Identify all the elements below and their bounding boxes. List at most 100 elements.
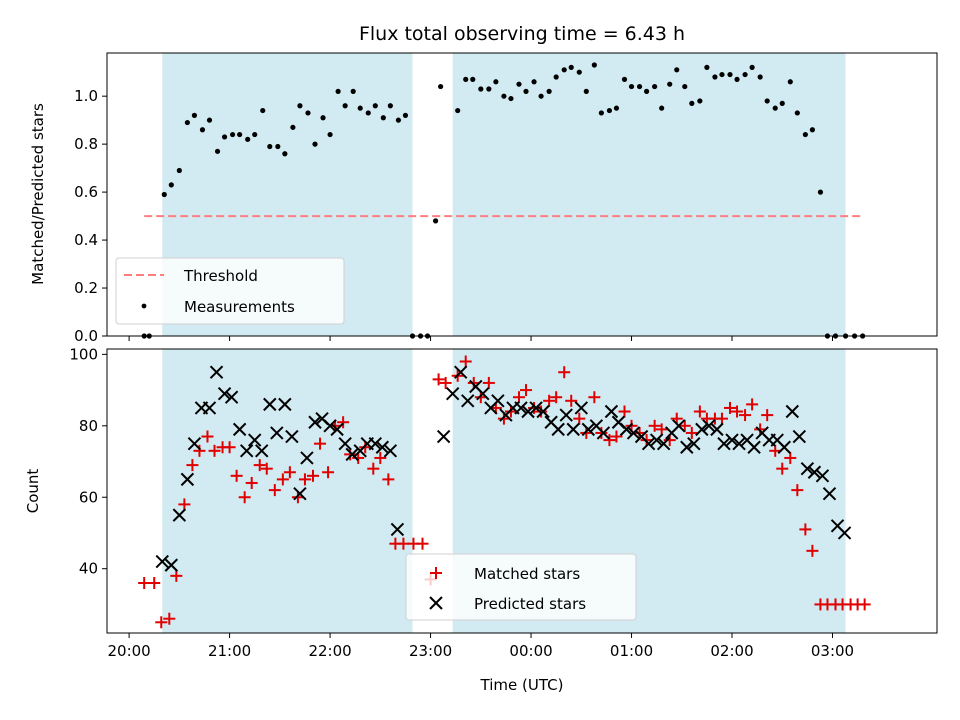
y-tick-label: 60	[79, 488, 98, 506]
matched-stars-point	[193, 444, 206, 457]
measurement-point	[712, 74, 718, 80]
predicted-stars-stroke	[687, 436, 701, 451]
x-tick-label: 03:00	[811, 642, 854, 660]
matched-stars-point	[201, 430, 214, 443]
measurement-point	[214, 148, 221, 154]
x-tick-label: 02:00	[710, 642, 753, 660]
measurement-point	[501, 93, 507, 99]
measurement-point	[486, 86, 492, 92]
predicted-stars-stroke	[770, 433, 784, 447]
predicted-stars-stroke	[476, 386, 490, 401]
predicted-stars-point	[815, 469, 830, 483]
measurement-point	[206, 117, 213, 123]
predicted-stars-stroke	[338, 436, 352, 451]
bottom-panel: 40 60 80 100 20:00 21:00 22:00 23:00 00:00 01:00…	[24, 345, 938, 694]
predicted-stars-point	[529, 401, 543, 415]
measurement-point	[689, 100, 695, 106]
predicted-stars-point	[445, 386, 460, 401]
measurement-point	[817, 189, 824, 195]
matched-stars-point	[245, 476, 258, 489]
predicted-stars-stroke	[390, 522, 405, 537]
predicted-stars-stroke	[747, 440, 761, 454]
matched-stars-point	[474, 391, 487, 404]
matched-stars-point	[543, 394, 556, 407]
measurement-point	[252, 131, 258, 138]
matched-stars-point	[138, 576, 151, 589]
predicted-stars-stroke	[619, 422, 634, 437]
measurement-point	[290, 124, 296, 130]
predicted-stars-point	[695, 422, 709, 437]
matched-stars-point	[314, 437, 327, 450]
predicted-stars-stroke	[626, 426, 641, 440]
predicted-stars-point	[717, 436, 731, 451]
y-tick-label: 40	[79, 560, 98, 578]
matched-stars-point	[678, 419, 691, 432]
measurement-point	[230, 131, 236, 138]
measurement-point	[523, 88, 529, 94]
predicted-stars-stroke	[695, 422, 709, 437]
x-axis-label: Time (UTC)	[480, 676, 564, 694]
predicted-stars-point	[747, 440, 761, 454]
predicted-stars-stroke	[308, 415, 322, 429]
predicted-stars-point	[172, 508, 187, 522]
measurement-point	[583, 88, 589, 94]
predicted-stars-stroke	[837, 526, 852, 540]
predicted-stars-stroke	[792, 429, 807, 444]
observing-window-1	[452, 53, 846, 336]
predicted-stars-point	[224, 390, 239, 404]
predicted-stars-point	[604, 404, 619, 419]
predicted-stars-stroke	[521, 404, 535, 419]
measurement-point	[628, 83, 635, 90]
measurement-point	[176, 167, 182, 174]
measurement-point	[652, 83, 658, 90]
predicted-stars-stroke	[529, 401, 543, 415]
measurement-point	[191, 112, 198, 118]
predicted-stars-stroke	[239, 444, 254, 458]
matched-stars-point	[359, 441, 372, 454]
matched-stars-point	[291, 491, 304, 504]
predicted-stars-stroke	[469, 379, 483, 394]
predicted-stars-point	[641, 436, 656, 451]
measurement-point	[432, 218, 439, 224]
predicted-stars-point	[453, 365, 468, 379]
predicted-stars-point	[323, 419, 337, 433]
measurement-point	[320, 115, 326, 121]
predicted-stars-stroke	[436, 429, 451, 444]
predicted-stars-stroke	[574, 401, 588, 415]
measurement-point	[802, 131, 808, 138]
matched-stars-point	[693, 405, 706, 418]
predicted-stars-stroke	[255, 444, 269, 458]
matched-stars-point	[504, 405, 517, 418]
matched-stars-point	[382, 473, 395, 486]
measurement-point	[742, 71, 748, 78]
predicted-stars-stroke	[596, 426, 611, 440]
predicted-stars-point	[248, 433, 262, 447]
measurement-point	[553, 74, 559, 80]
measurement-point	[350, 88, 356, 94]
measurement-point	[704, 64, 710, 70]
matched-stars-point	[618, 405, 631, 418]
predicted-stars-point	[338, 436, 352, 451]
predicted-stars-stroke	[323, 419, 337, 433]
predicted-stars-stroke	[270, 426, 284, 440]
measurement-point	[470, 76, 476, 82]
measurement-point	[267, 143, 273, 150]
matched-stars-point	[791, 484, 804, 497]
predicted-stars-stroke	[315, 411, 329, 426]
predicted-stars-stroke	[581, 422, 596, 437]
predicted-stars-point	[278, 397, 292, 412]
predicted-stars-stroke	[672, 419, 686, 433]
measurement-point	[538, 93, 544, 99]
matched-stars-point	[439, 376, 452, 389]
x-tick-label: 22:00	[308, 642, 351, 660]
predicted-stars-point	[155, 554, 169, 569]
measurement-point	[184, 119, 190, 126]
predicted-stars-point	[383, 444, 398, 458]
y-tick-label: 0.0	[74, 327, 98, 345]
predicted-stars-point	[390, 522, 405, 537]
measurement-point	[764, 98, 770, 104]
measurement-point	[365, 110, 371, 116]
matched-stars-point	[230, 469, 243, 482]
predicted-stars-point	[702, 419, 716, 433]
